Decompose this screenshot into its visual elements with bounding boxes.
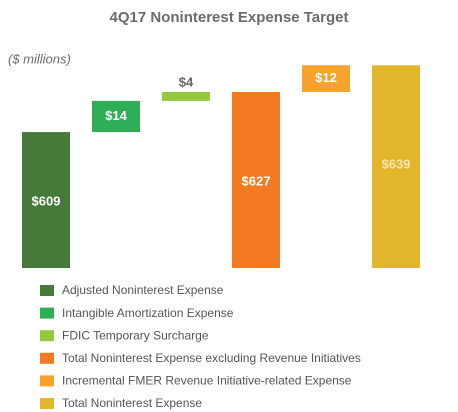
legend-label: Total Noninterest Expense excluding Reve… xyxy=(62,351,361,365)
bar xyxy=(232,91,280,268)
bar xyxy=(372,65,420,268)
bar xyxy=(22,132,70,268)
legend-swatch xyxy=(40,330,54,342)
legend-swatch xyxy=(40,352,54,364)
value-label: $627 xyxy=(242,173,271,188)
value-label: $14 xyxy=(105,108,127,123)
chart-subtitle: ($ millions) xyxy=(8,51,71,66)
legend-swatch xyxy=(40,285,54,296)
chart-title: 4Q17 Noninterest Expense Target xyxy=(110,9,349,26)
legend-label: Total Noninterest Expense xyxy=(62,396,202,410)
bar xyxy=(302,65,350,92)
legend-swatch xyxy=(40,375,54,387)
value-label: $609 xyxy=(32,193,61,208)
bar xyxy=(92,100,140,133)
legend-swatch xyxy=(40,398,54,409)
value-label: $12 xyxy=(315,70,337,85)
value-label: $639 xyxy=(382,157,411,172)
legend-label: FDIC Temporary Surcharge xyxy=(62,328,209,342)
legend-label: Incremental FMER Revenue Initiative-rela… xyxy=(62,374,352,388)
legend-label: Intangible Amortization Expense xyxy=(62,306,234,320)
bar xyxy=(162,91,210,101)
legend-swatch xyxy=(40,307,54,319)
legend-label: Adjusted Noninterest Expense xyxy=(62,283,224,297)
value-label: $4 xyxy=(179,74,194,89)
